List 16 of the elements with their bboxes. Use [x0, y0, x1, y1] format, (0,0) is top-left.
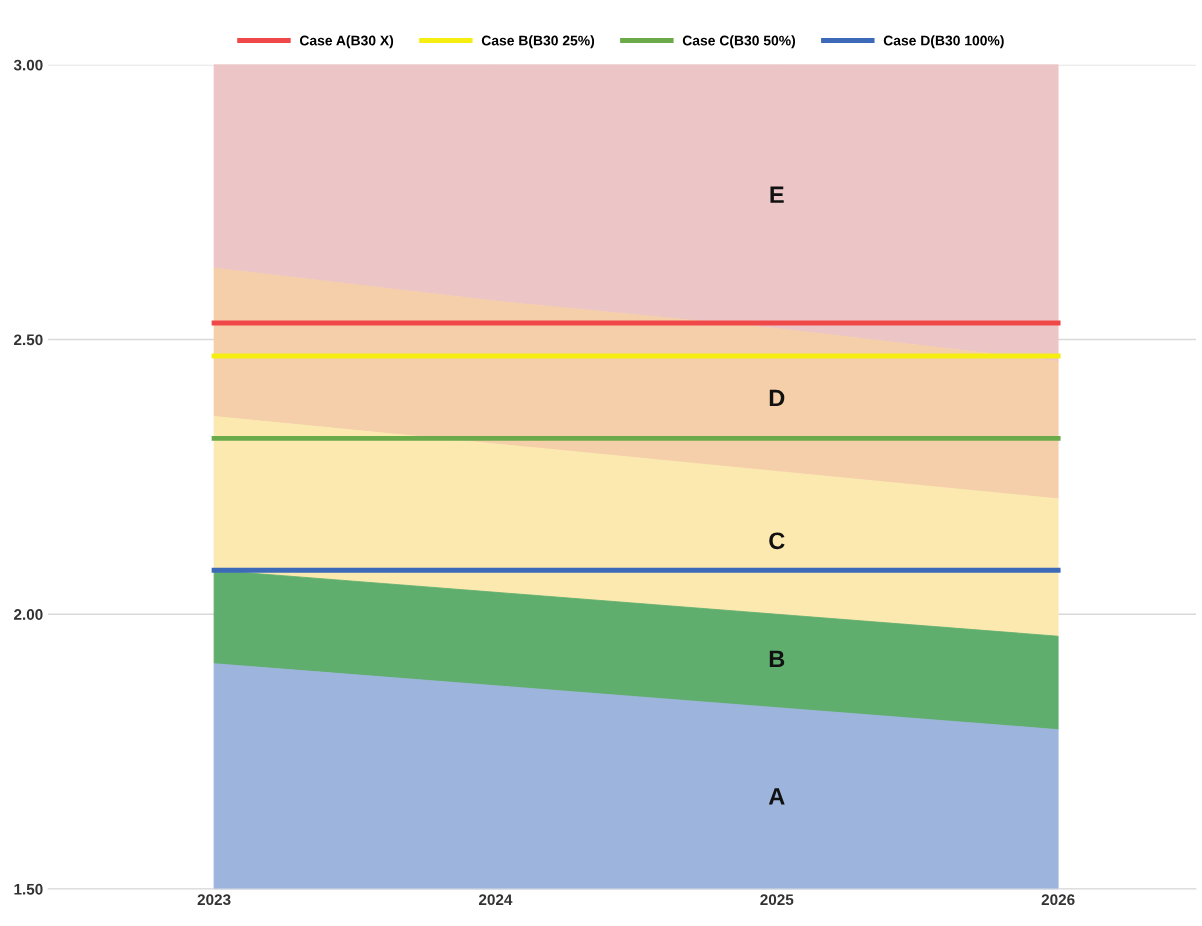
y-tick-label: 1.50	[14, 883, 43, 895]
series-label: D	[769, 389, 785, 407]
legend-label: Case C(B30 50%)	[682, 35, 796, 49]
x-tick-label: 2026	[1041, 894, 1075, 906]
x-tick-label: 2024	[478, 894, 513, 906]
y-tick-label: 2.00	[14, 609, 43, 620]
y-tick-label: 2.50	[14, 334, 43, 346]
y-tick-label: 3.00	[13, 59, 43, 71]
series-label: A	[768, 788, 785, 805]
x-tick-label: 2025	[760, 894, 794, 906]
legend-label: Case A(B30 X)	[299, 35, 394, 49]
legend-label: Case B(B30 25%)	[481, 35, 595, 49]
legend-label: Case D(B30 100%)	[883, 35, 1004, 49]
x-tick-label: 2023	[197, 894, 231, 906]
series-label: B	[769, 650, 785, 668]
series-label: C	[769, 532, 785, 550]
